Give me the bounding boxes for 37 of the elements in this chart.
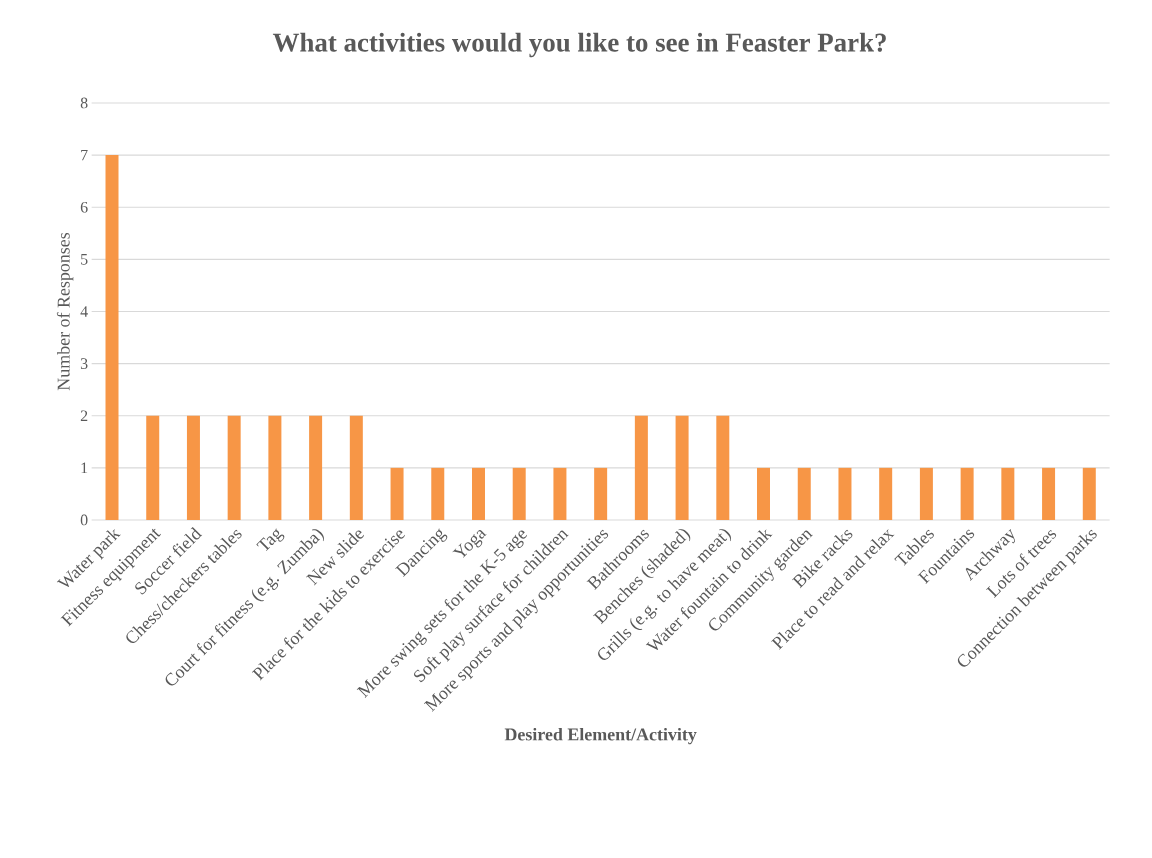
bar [268,415,282,520]
bar [634,415,648,520]
bar [919,467,933,520]
bar [309,415,323,520]
bar [1042,467,1056,520]
bar [675,415,689,520]
y-tick-label: 2 [80,410,88,422]
y-tick-label: 0 [80,514,88,526]
bar [797,467,811,520]
y-tick-label: 1 [81,462,88,474]
y-axis-title: Number of Responses [56,232,74,391]
bar [512,467,526,520]
y-tick-label: 7 [81,149,88,161]
y-tick-label: 5 [81,254,88,265]
bar [431,467,445,520]
bar [146,415,160,520]
bar [471,467,485,520]
bar [1082,467,1096,520]
bar [594,467,608,520]
bar [227,415,241,520]
bar [349,415,363,520]
bar [716,415,730,520]
y-tick-label: 8 [80,97,88,109]
x-axis-title: Desired Element/Activity [504,727,697,745]
bar [838,467,852,520]
bar [960,467,974,520]
y-tick-label: 6 [80,201,88,213]
bar [553,467,567,520]
bar [390,467,404,520]
bar [186,415,200,520]
bar [1001,467,1015,520]
chart-title: What activities would you like to see in Feaster Park? [272,32,886,58]
bar [879,467,893,520]
y-tick-label: 3 [80,358,88,369]
bar [105,155,119,520]
y-tick-label: 4 [80,306,88,317]
bar [757,467,771,520]
